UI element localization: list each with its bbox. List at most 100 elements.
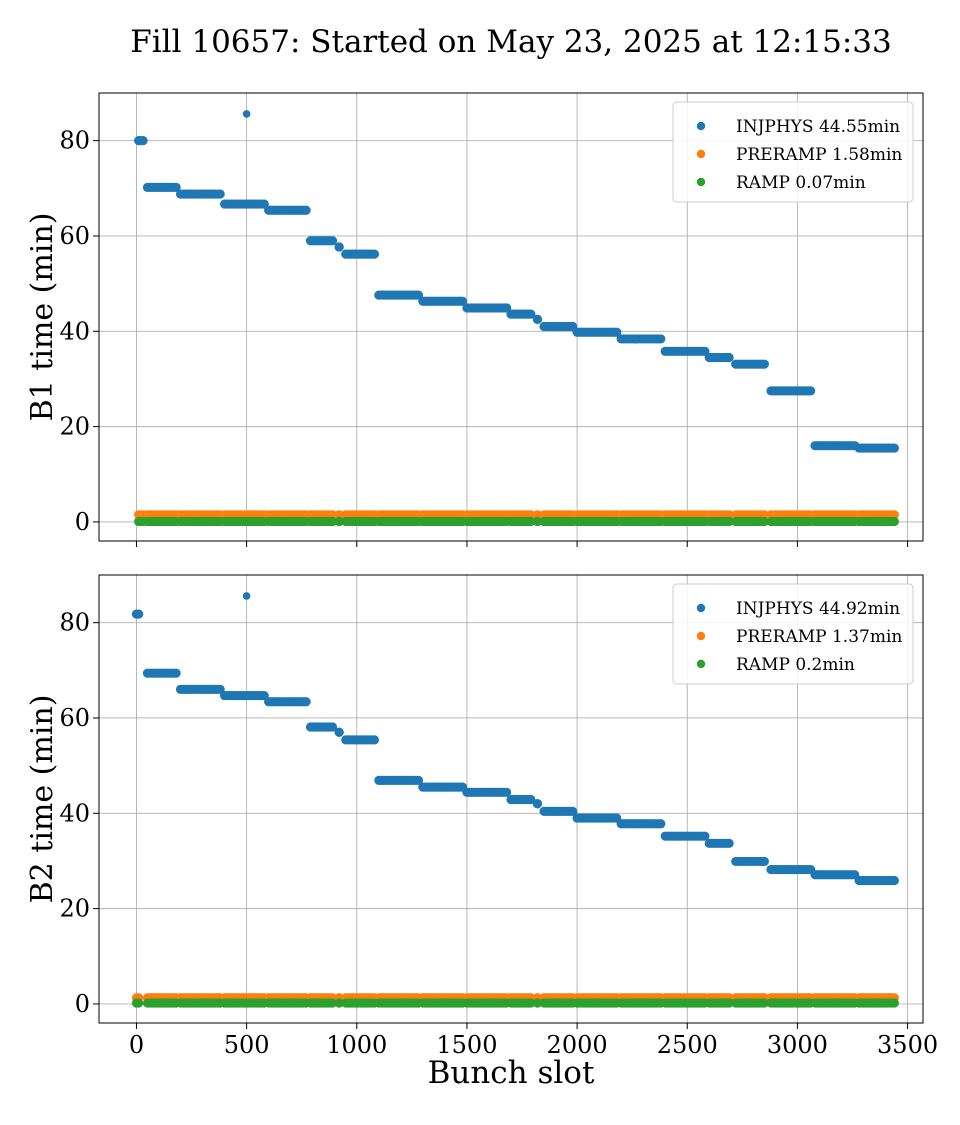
data-point bbox=[242, 592, 251, 600]
data-point bbox=[759, 998, 769, 1008]
series-2 bbox=[134, 516, 899, 527]
data-point bbox=[138, 136, 148, 146]
data-point bbox=[889, 516, 899, 527]
y-axis-label: B2 time (min) bbox=[25, 695, 60, 904]
data-point bbox=[532, 314, 543, 324]
data-point bbox=[334, 516, 344, 527]
data-point bbox=[526, 998, 536, 1008]
legend-label: PRERAMP 1.37min bbox=[736, 627, 902, 647]
data-point bbox=[759, 516, 769, 527]
data-point bbox=[532, 510, 543, 520]
y-tick-label: 80 bbox=[59, 127, 90, 155]
data-point bbox=[301, 697, 311, 707]
data-point bbox=[889, 875, 899, 886]
x-tick-label: 2000 bbox=[547, 1031, 608, 1059]
x-tick-label: 3500 bbox=[877, 1031, 938, 1059]
data-point bbox=[526, 794, 536, 805]
x-tick-label: 1500 bbox=[436, 1031, 497, 1059]
x-tick-label: 0 bbox=[129, 1031, 144, 1059]
data-point bbox=[889, 998, 899, 1008]
data-point bbox=[369, 735, 379, 745]
data-point bbox=[242, 110, 251, 118]
legend-label: RAMP 0.2min bbox=[736, 655, 855, 675]
data-point bbox=[171, 182, 181, 192]
y-tick-label: 0 bbox=[75, 508, 90, 536]
data-point bbox=[724, 838, 734, 848]
legend-box bbox=[672, 583, 914, 685]
y-tick-label: 20 bbox=[59, 413, 90, 441]
data-point bbox=[327, 998, 338, 1008]
data-point bbox=[501, 787, 512, 797]
legend-box bbox=[672, 101, 914, 203]
legend-marker bbox=[696, 177, 706, 187]
plot-area bbox=[131, 592, 899, 1008]
y-tick-label: 60 bbox=[59, 222, 90, 250]
data-point bbox=[369, 249, 379, 259]
series-2 bbox=[131, 998, 899, 1008]
data-point bbox=[327, 516, 338, 527]
panel-b1: 0 20 40 60 80 B1 time (min) INJPHYS 44.55min PR… bbox=[25, 92, 924, 547]
legend-marker bbox=[696, 659, 706, 669]
data-point bbox=[134, 998, 144, 1008]
data-point bbox=[327, 722, 338, 732]
data-point bbox=[171, 668, 181, 678]
legend-marker bbox=[696, 121, 706, 131]
legend-label: INJPHYS 44.92min bbox=[736, 599, 900, 619]
data-point bbox=[526, 309, 536, 319]
y-tick-label: 60 bbox=[59, 704, 90, 732]
data-point bbox=[656, 334, 666, 344]
legend-marker bbox=[696, 603, 706, 613]
y-axis-label: B1 time (min) bbox=[25, 213, 60, 422]
y-tick-label: 40 bbox=[59, 317, 90, 345]
y-tick-label: 40 bbox=[59, 799, 90, 827]
chart-title: Fill 10657: Started on May 23, 2025 at 1… bbox=[130, 24, 892, 60]
data-point bbox=[806, 386, 816, 396]
data-point bbox=[334, 727, 344, 737]
legend: INJPHYS 44.55min PRERAMP 1.58min RAMP 0.07… bbox=[672, 101, 914, 203]
plot-area bbox=[134, 110, 899, 527]
panel-b2: 0 500 1000 1500 2000 2500 3000 3500 0 20 40 60 80 B2 … bbox=[25, 574, 938, 1059]
data-point bbox=[526, 516, 536, 527]
x-tick-label: 2500 bbox=[657, 1031, 718, 1059]
x-tick-label: 500 bbox=[224, 1031, 270, 1059]
legend-label: PRERAMP 1.58min bbox=[736, 145, 902, 165]
data-point bbox=[568, 806, 578, 816]
data-point bbox=[724, 352, 734, 363]
x-tick-label: 3000 bbox=[767, 1031, 828, 1059]
data-point bbox=[413, 775, 424, 786]
x-axis-label: Bunch slot bbox=[428, 1055, 595, 1091]
y-tick-label: 80 bbox=[59, 609, 90, 637]
legend-marker bbox=[696, 631, 706, 641]
data-point bbox=[301, 205, 311, 215]
data-point bbox=[532, 516, 543, 527]
legend-label: INJPHYS 44.55min bbox=[736, 117, 900, 137]
data-point bbox=[327, 236, 338, 246]
data-point bbox=[759, 856, 769, 867]
legend: INJPHYS 44.92min PRERAMP 1.37min RAMP 0.2m… bbox=[672, 583, 914, 685]
data-point bbox=[656, 819, 666, 829]
data-point bbox=[759, 359, 769, 369]
y-tick-label: 20 bbox=[59, 895, 90, 923]
data-point bbox=[457, 296, 468, 306]
x-tick-label: 1000 bbox=[326, 1031, 387, 1059]
data-point bbox=[215, 189, 225, 199]
data-point bbox=[134, 609, 144, 619]
data-point bbox=[334, 242, 344, 252]
data-point bbox=[700, 831, 710, 841]
y-tick-label: 0 bbox=[75, 990, 90, 1018]
series-0 bbox=[134, 110, 899, 453]
data-point bbox=[532, 799, 543, 809]
legend-marker bbox=[696, 149, 706, 159]
data-point bbox=[724, 516, 734, 527]
axes-frame bbox=[98, 574, 924, 1024]
data-point bbox=[532, 998, 543, 1008]
legend-label: RAMP 0.07min bbox=[736, 173, 866, 193]
series-0 bbox=[131, 592, 899, 886]
data-point bbox=[889, 443, 899, 453]
data-point bbox=[334, 998, 344, 1008]
data-point bbox=[334, 510, 344, 520]
axes-frame bbox=[98, 92, 924, 542]
data-point bbox=[612, 327, 622, 337]
